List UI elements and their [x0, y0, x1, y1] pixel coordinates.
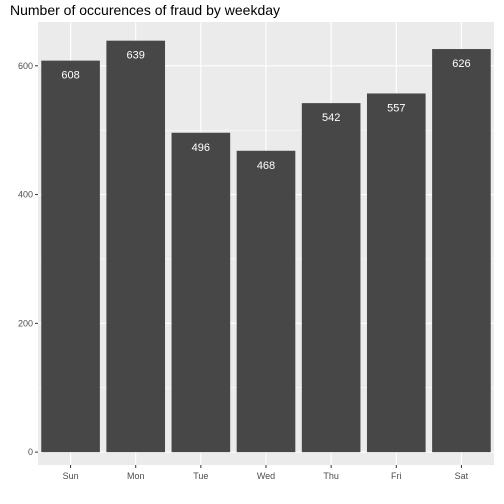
- bar-fri: [366, 93, 426, 453]
- bar-mon: [106, 40, 166, 453]
- x-tick-label: Fri: [391, 471, 402, 481]
- bar-thu: [301, 103, 361, 453]
- chart-title: Number of occurences of fraud by weekday: [10, 2, 281, 18]
- bar-sun: [41, 60, 100, 453]
- x-tick-label: Sat: [455, 471, 469, 481]
- x-tick-label: Tue: [193, 471, 208, 481]
- y-tick-label: 400: [18, 190, 33, 200]
- bar-value-label: 639: [127, 50, 145, 62]
- x-axis: Sun Mon Tue Wed Thu Fri Sat: [63, 465, 469, 481]
- x-tick-label: Thu: [323, 471, 339, 481]
- x-tick-label: Sun: [63, 471, 79, 481]
- bar-sat: [432, 49, 491, 453]
- bar-tue: [171, 132, 231, 453]
- bars: [41, 40, 491, 453]
- bar-value-label: 542: [322, 112, 340, 124]
- bar-wed: [236, 150, 296, 453]
- bar-value-label: 626: [452, 58, 470, 70]
- y-tick-label: 0: [28, 447, 33, 457]
- y-tick-label: 600: [18, 61, 33, 71]
- bar-value-labels: 608 639 496 468 542 557 626: [61, 50, 470, 172]
- x-tick-label: Mon: [127, 471, 145, 481]
- bar-value-label: 608: [61, 70, 79, 82]
- bar-value-label: 468: [257, 160, 275, 172]
- bar-value-label: 496: [192, 142, 210, 154]
- y-tick-label: 200: [18, 318, 33, 328]
- y-axis: 0 200 400 600: [18, 61, 38, 457]
- x-tick-label: Wed: [257, 471, 275, 481]
- bar-value-label: 557: [387, 102, 405, 114]
